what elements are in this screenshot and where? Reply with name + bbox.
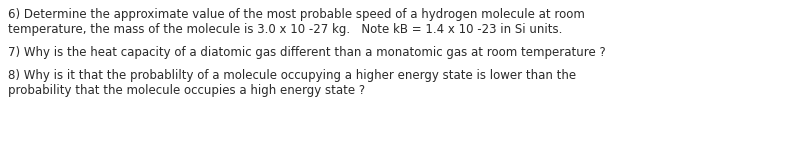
- Text: temperature, the mass of the molecule is 3.0 x 10 -27 kg.   Note kB = 1.4 x 10 -: temperature, the mass of the molecule is…: [8, 24, 562, 36]
- Text: 8) Why is it that the probablilty of a molecule occupying a higher energy state : 8) Why is it that the probablilty of a m…: [8, 69, 576, 81]
- Text: 7) Why is the heat capacity of a diatomic gas different than a monatomic gas at : 7) Why is the heat capacity of a diatomi…: [8, 46, 606, 59]
- Text: 6) Determine the approximate value of the most probable speed of a hydrogen mole: 6) Determine the approximate value of th…: [8, 8, 585, 21]
- Text: probability that the molecule occupies a high energy state ?: probability that the molecule occupies a…: [8, 84, 365, 97]
